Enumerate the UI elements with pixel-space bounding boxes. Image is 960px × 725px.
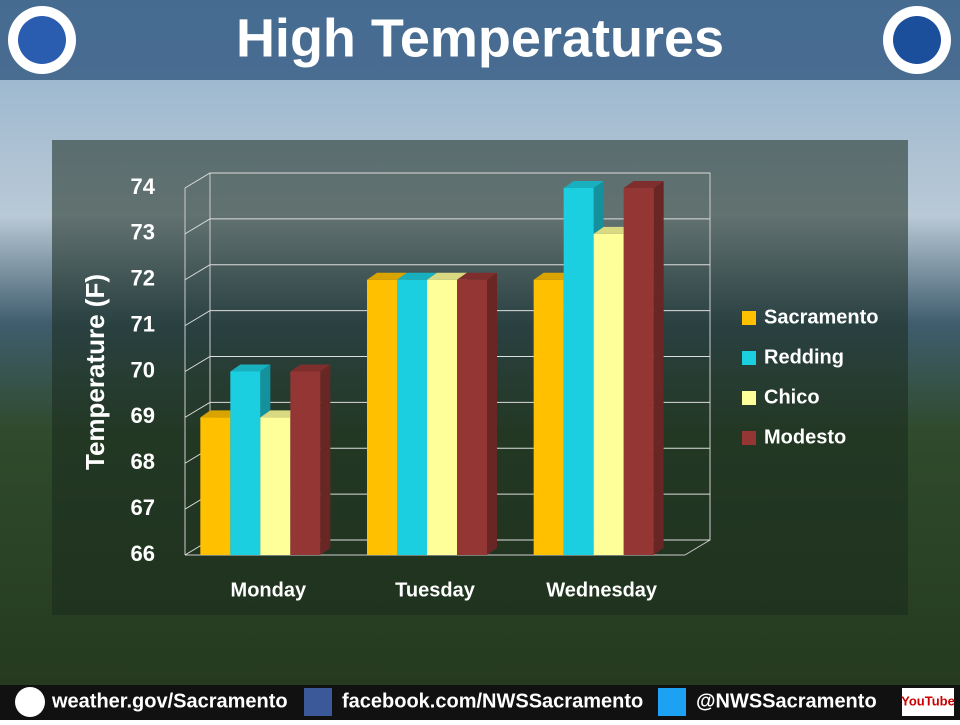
- x-tick-label: Wednesday: [546, 579, 658, 601]
- x-tick-label: Tuesday: [395, 579, 476, 601]
- legend-swatch: [742, 391, 756, 405]
- grid-line: [184, 218, 710, 235]
- bar-side: [487, 272, 497, 555]
- x-tick-label: Monday: [231, 579, 307, 601]
- bar-front: [397, 279, 427, 555]
- bar-top: [290, 364, 331, 372]
- footer-bar: [0, 685, 960, 720]
- footer-twitter: @NWSSacramento: [696, 690, 877, 712]
- bar-front: [230, 371, 261, 555]
- bar-top: [230, 364, 271, 372]
- legend-swatch: [742, 351, 756, 365]
- grid-line: [184, 172, 710, 189]
- bar-top: [397, 272, 437, 280]
- bar-front: [290, 371, 321, 555]
- bar-front: [200, 417, 231, 555]
- y-axis-label: Temperature (F): [80, 274, 110, 470]
- noaa-logo-inner: [893, 16, 941, 64]
- y-tick-label: 66: [131, 541, 155, 566]
- bar: [623, 181, 664, 555]
- bar-top: [367, 272, 407, 280]
- footer-facebook: facebook.com/NWSSacramento: [342, 690, 643, 712]
- legend-label: Chico: [764, 386, 820, 408]
- y-tick-label: 72: [131, 266, 155, 291]
- y-tick-label: 74: [131, 174, 156, 199]
- bar: [457, 272, 497, 555]
- bar-front: [427, 279, 457, 555]
- bar-front: [367, 279, 397, 555]
- title-bar: [0, 0, 960, 80]
- chart-title: High Temperatures: [236, 8, 724, 68]
- nws-logo-inner: [18, 16, 66, 64]
- legend-label: Redding: [764, 346, 844, 368]
- bar-front: [260, 417, 291, 555]
- bar-front: [563, 188, 594, 555]
- facebook-icon: [304, 688, 332, 716]
- bar-side: [653, 181, 664, 555]
- legend-swatch: [742, 431, 756, 445]
- youtube-icon: [902, 688, 954, 716]
- bar-front: [593, 233, 624, 555]
- y-tick-label: 73: [131, 220, 155, 245]
- bar-front: [623, 188, 654, 555]
- bar-side: [320, 364, 331, 555]
- bar-front: [457, 279, 487, 555]
- twitter-icon: [658, 688, 686, 716]
- legend-label: Modesto: [764, 426, 846, 448]
- legend-label: Sacramento: [764, 306, 879, 328]
- y-tick-label: 71: [131, 311, 155, 336]
- youtube-label: YouTube: [901, 693, 955, 708]
- y-tick-label: 70: [131, 357, 155, 382]
- bar-top: [457, 272, 497, 280]
- legend-swatch: [742, 311, 756, 325]
- bar-top: [623, 181, 664, 188]
- footer-website: weather.gov/Sacramento: [51, 690, 288, 712]
- y-tick-label: 67: [131, 495, 155, 520]
- floor-right: [684, 539, 711, 556]
- nws-small-logo: [15, 687, 45, 717]
- bar: [290, 364, 331, 555]
- grid-line: [184, 264, 710, 281]
- bar-top: [427, 272, 467, 280]
- y-tick-label: 69: [131, 403, 155, 428]
- y-tick-label: 68: [131, 449, 155, 474]
- bar-top: [563, 181, 604, 188]
- bar-front: [533, 279, 564, 555]
